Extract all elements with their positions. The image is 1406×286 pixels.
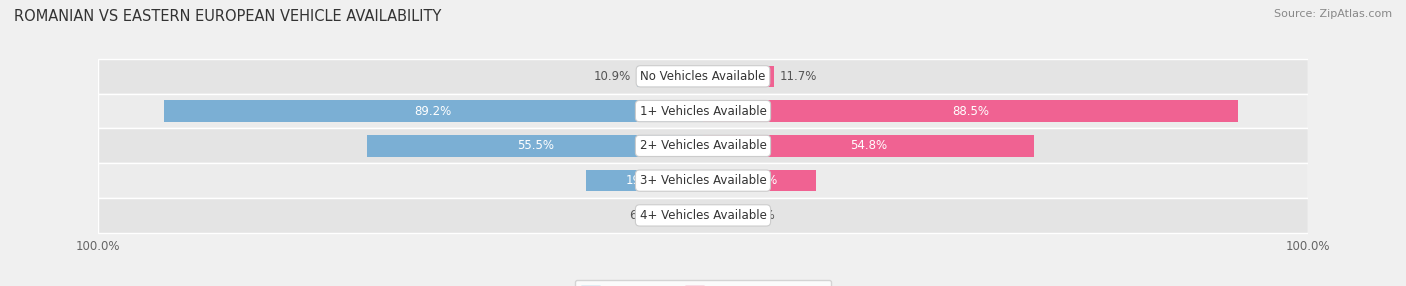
Text: 54.8%: 54.8% bbox=[851, 139, 887, 152]
Bar bbox=[163, 100, 703, 122]
Text: 6.2%: 6.2% bbox=[630, 209, 659, 222]
Text: 89.2%: 89.2% bbox=[415, 105, 451, 118]
Bar bbox=[665, 204, 703, 226]
Bar bbox=[98, 198, 1308, 233]
Bar bbox=[98, 59, 1308, 94]
Bar bbox=[98, 94, 1308, 128]
Bar bbox=[98, 128, 1308, 163]
Text: 88.5%: 88.5% bbox=[952, 105, 988, 118]
Text: 2+ Vehicles Available: 2+ Vehicles Available bbox=[640, 139, 766, 152]
Text: 4+ Vehicles Available: 4+ Vehicles Available bbox=[640, 209, 766, 222]
Bar bbox=[703, 100, 1239, 122]
Bar bbox=[703, 170, 815, 191]
Text: No Vehicles Available: No Vehicles Available bbox=[640, 70, 766, 83]
Bar bbox=[586, 170, 703, 191]
Text: Source: ZipAtlas.com: Source: ZipAtlas.com bbox=[1274, 9, 1392, 19]
Bar bbox=[703, 204, 738, 226]
Text: 19.3%: 19.3% bbox=[626, 174, 664, 187]
Bar bbox=[703, 135, 1035, 157]
Text: 18.7%: 18.7% bbox=[741, 174, 778, 187]
Text: 11.7%: 11.7% bbox=[780, 70, 817, 83]
Text: ROMANIAN VS EASTERN EUROPEAN VEHICLE AVAILABILITY: ROMANIAN VS EASTERN EUROPEAN VEHICLE AVA… bbox=[14, 9, 441, 23]
Legend: Romanian, Eastern European: Romanian, Eastern European bbox=[575, 280, 831, 286]
Bar bbox=[637, 65, 703, 87]
Bar bbox=[367, 135, 703, 157]
Text: 55.5%: 55.5% bbox=[517, 139, 554, 152]
Bar bbox=[703, 65, 773, 87]
Text: 3+ Vehicles Available: 3+ Vehicles Available bbox=[640, 174, 766, 187]
Text: 5.9%: 5.9% bbox=[745, 209, 775, 222]
Bar bbox=[98, 163, 1308, 198]
Text: 1+ Vehicles Available: 1+ Vehicles Available bbox=[640, 105, 766, 118]
Text: 10.9%: 10.9% bbox=[593, 70, 631, 83]
